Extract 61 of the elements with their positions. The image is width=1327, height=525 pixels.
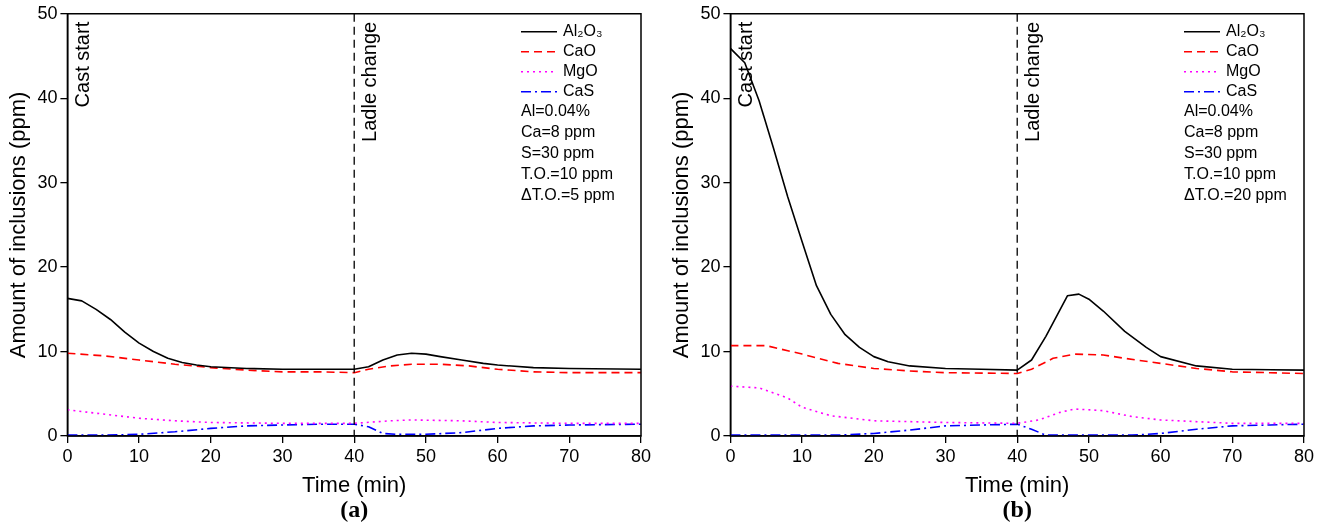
legend-label: CaO [1226, 42, 1259, 60]
x-tick-label: 30 [935, 445, 956, 466]
y-tick-label: 0 [710, 424, 721, 445]
x-tick-label: 60 [1150, 445, 1171, 466]
x-tick-label: 30 [272, 445, 293, 466]
y-tick-label: 30 [37, 171, 58, 192]
line-series [67, 409, 641, 425]
annotation: S=30 ppm [1184, 144, 1258, 162]
annotation: T.O.=10 ppm [1184, 165, 1277, 183]
text: (a) [340, 496, 369, 523]
x-tick-label: 40 [344, 445, 365, 466]
x-tick-label: 20 [863, 445, 884, 466]
legend-label: Al₂O₃ [563, 22, 603, 40]
legend-label: Al₂O₃ [1226, 22, 1266, 40]
text: (b) [1002, 496, 1032, 523]
annotation: Ca=8 ppm [1184, 123, 1259, 141]
y-tick-label: 40 [700, 87, 721, 108]
legend-label: CaS [563, 82, 595, 100]
x-tick-label: 0 [725, 445, 736, 466]
annotation: S=30 ppm [521, 144, 595, 162]
x-axis-title: Time (min) [302, 471, 407, 497]
annotation: Cast start [70, 21, 93, 108]
annotation: Cast start [733, 21, 756, 108]
y-tick-label: 10 [37, 340, 58, 361]
annotation: ΔT.O.=5 ppm [521, 186, 615, 204]
ref-line-label: Ladle change [1020, 21, 1043, 142]
x-tick-label: 70 [559, 445, 580, 466]
x-tick-label: 0 [62, 445, 73, 466]
legend-label: MgO [563, 62, 598, 80]
x-tick-label: 70 [1222, 445, 1243, 466]
y-axis-title: Amount of inclusions (ppm) [668, 91, 694, 359]
line-series [67, 352, 641, 374]
y-tick-label: 30 [700, 171, 721, 192]
y-tick-label: 40 [37, 87, 58, 108]
x-axis-title: Time (min) [965, 471, 1070, 497]
annotation: Ca=8 ppm [521, 123, 596, 141]
y-tick-label: 50 [700, 2, 721, 23]
x-tick-label: 80 [1293, 445, 1315, 466]
x-tick-label: 60 [487, 445, 508, 466]
annotation: ΔT.O.=20 ppm [1184, 186, 1287, 204]
x-tick-label: 50 [415, 445, 436, 466]
y-tick-label: 0 [47, 424, 58, 445]
y-axis-title: Amount of inclusions (ppm) [5, 91, 31, 359]
y-tick-label: 50 [37, 2, 58, 23]
legend-label: MgO [1226, 62, 1261, 80]
x-tick-label: 10 [129, 445, 150, 466]
legend-label: CaS [1226, 82, 1258, 100]
line-series [730, 344, 1304, 375]
y-tick-label: 20 [700, 256, 721, 277]
x-tick-label: 50 [1078, 445, 1099, 466]
y-tick-label: 20 [37, 256, 58, 277]
x-tick-label: 10 [792, 445, 813, 466]
x-tick-label: 80 [630, 445, 652, 466]
x-tick-label: 20 [200, 445, 221, 466]
legend-label: CaO [563, 42, 596, 60]
x-tick-label: 40 [1007, 445, 1028, 466]
annotation: Al=0.04% [521, 102, 590, 120]
y-tick-label: 10 [700, 340, 721, 361]
annotation: Al=0.04% [1184, 102, 1253, 120]
annotation: T.O.=10 ppm [521, 165, 614, 183]
ref-line-label: Ladle change [357, 21, 380, 142]
